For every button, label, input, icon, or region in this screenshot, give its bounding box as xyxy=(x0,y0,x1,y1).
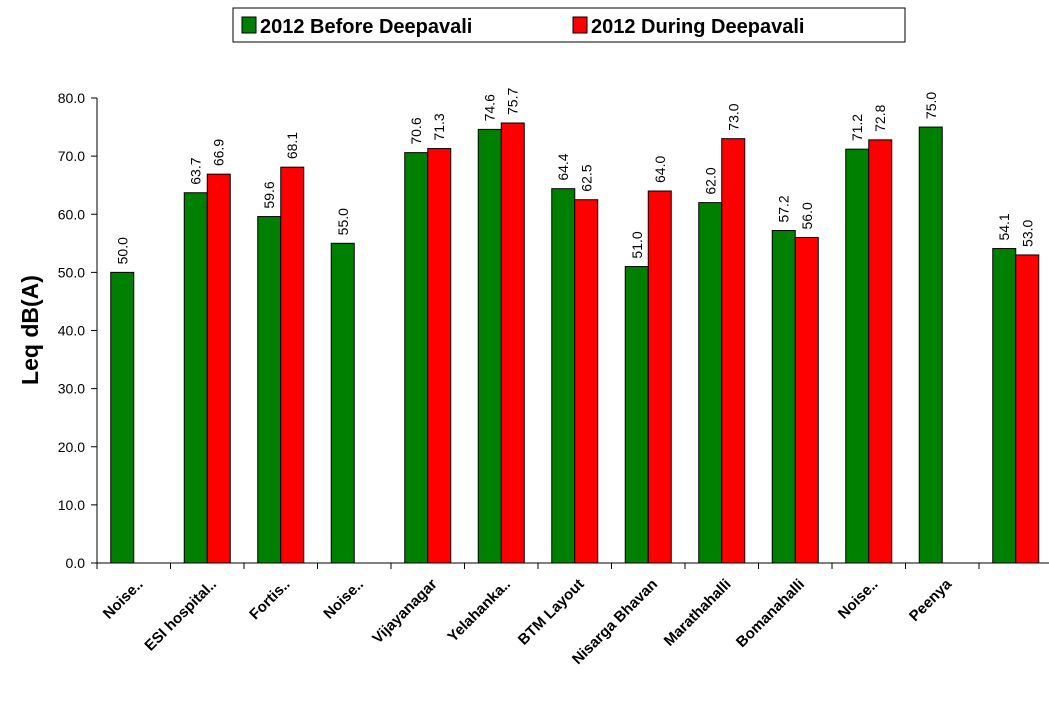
bar xyxy=(721,138,746,564)
x-tick-label: Yelahanka.. xyxy=(444,576,514,646)
y-tick-label: 60.0 xyxy=(58,206,85,222)
value-label: 63.7 xyxy=(188,157,204,184)
legend-swatch xyxy=(241,16,257,34)
bar xyxy=(647,190,672,564)
bar xyxy=(110,271,135,564)
value-label: 70.6 xyxy=(408,117,424,144)
y-axis-title: Leq dB(A) xyxy=(17,275,43,385)
x-tick-label: Noise.. xyxy=(320,576,367,623)
x-tick-label: Noise.. xyxy=(100,576,147,623)
bar xyxy=(918,126,943,564)
value-label: 72.8 xyxy=(872,104,888,131)
bar xyxy=(551,188,576,564)
value-label: 64.4 xyxy=(555,153,571,180)
x-tick-label: Bomanahalli xyxy=(733,576,808,651)
value-label: 56.0 xyxy=(799,202,815,229)
value-label: 64.0 xyxy=(652,156,668,183)
value-label: 59.6 xyxy=(261,181,277,208)
bar xyxy=(477,128,502,564)
legend-box xyxy=(232,7,906,43)
value-label: 51.0 xyxy=(629,231,645,258)
value-label: 62.5 xyxy=(578,164,594,191)
y-tick-label: 30.0 xyxy=(58,381,85,397)
value-label: 75.0 xyxy=(923,92,939,119)
value-label: 71.2 xyxy=(849,114,865,141)
y-tick-label: 10.0 xyxy=(58,497,85,513)
bar xyxy=(280,166,305,564)
bar xyxy=(574,199,599,564)
y-tick-label: 0.0 xyxy=(66,555,86,571)
value-label: 74.6 xyxy=(482,94,498,121)
bar xyxy=(427,148,452,564)
x-tick-label: Peenya xyxy=(906,575,956,625)
value-label: 50.0 xyxy=(114,237,130,264)
value-label: 55.0 xyxy=(335,208,351,235)
bar xyxy=(698,202,723,564)
x-tick-label: Vijayanagar xyxy=(369,576,440,647)
x-tick-label: Fortis.. xyxy=(246,576,293,623)
bar xyxy=(992,248,1017,564)
value-label: 71.3 xyxy=(431,113,447,140)
bar xyxy=(771,230,796,564)
value-label: 73.0 xyxy=(725,103,741,130)
value-label: 68.1 xyxy=(284,132,300,159)
value-label: 54.1 xyxy=(996,213,1012,240)
value-label: 62.0 xyxy=(702,167,718,194)
x-tick-label: ESI hospital.. xyxy=(141,576,220,655)
bar xyxy=(206,173,231,564)
y-tick-label: 70.0 xyxy=(58,148,85,164)
bar xyxy=(845,148,870,564)
bar xyxy=(404,152,429,564)
bar xyxy=(794,237,819,564)
value-label: 57.2 xyxy=(776,195,792,222)
y-tick-label: 20.0 xyxy=(58,439,85,455)
bar xyxy=(500,122,525,564)
x-tick-label: Noise.. xyxy=(835,576,882,623)
y-tick-label: 50.0 xyxy=(58,264,85,280)
bar xyxy=(257,216,282,564)
x-tick-label: Marathahalli xyxy=(661,576,735,650)
value-label: 66.9 xyxy=(211,139,227,166)
value-label: 75.7 xyxy=(505,88,521,115)
bar xyxy=(624,266,649,564)
legend-swatch xyxy=(572,16,588,34)
bar xyxy=(868,139,893,564)
x-tick-label: BTM Layout xyxy=(515,576,588,649)
value-label: 53.0 xyxy=(1019,219,1035,246)
y-tick-label: 40.0 xyxy=(58,323,85,339)
bar xyxy=(1015,254,1040,564)
bar xyxy=(183,192,208,564)
legend-label: 2012 During Deepavali xyxy=(591,16,804,38)
legend-label: 2012 Before Deepavali xyxy=(260,16,472,38)
bar xyxy=(330,242,355,564)
y-tick-label: 80.0 xyxy=(58,90,85,106)
